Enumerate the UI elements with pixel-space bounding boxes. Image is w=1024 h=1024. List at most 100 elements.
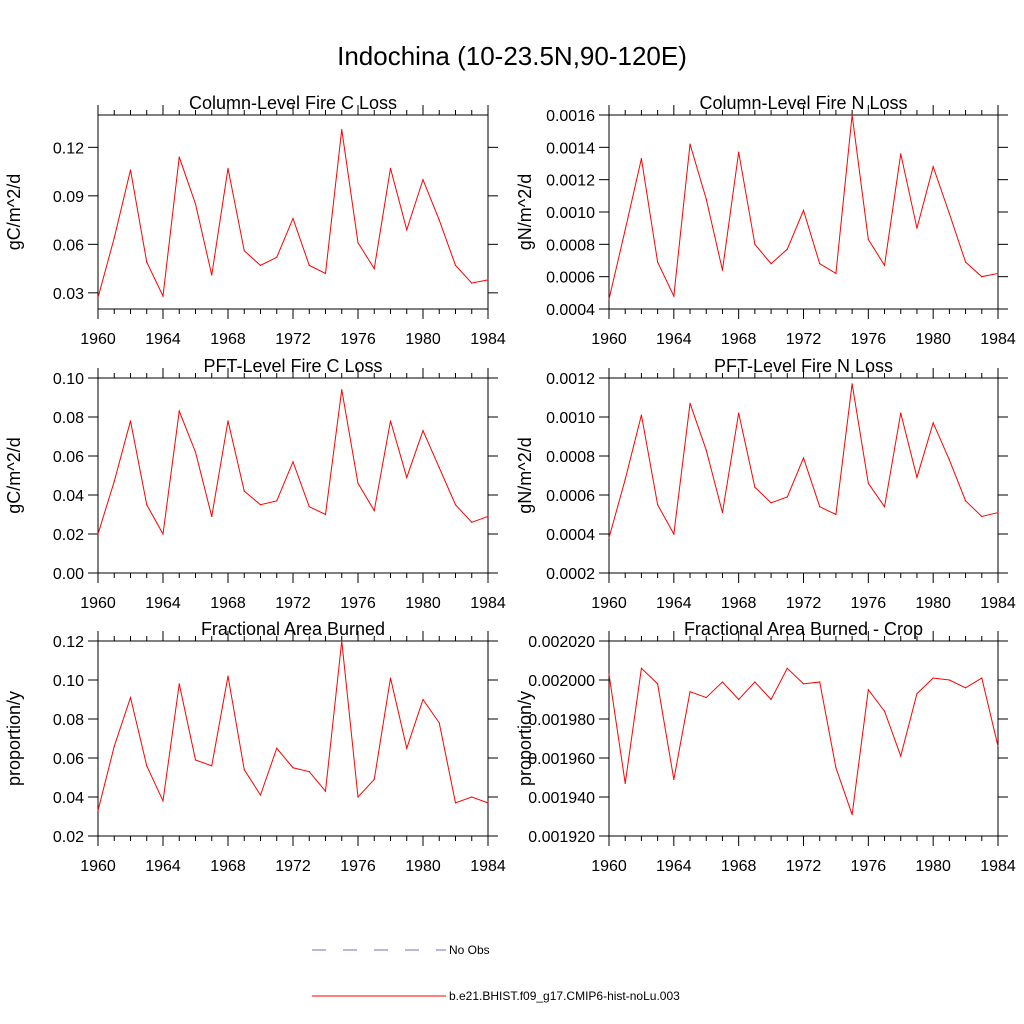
- y-tick-label: 0.002000: [528, 673, 595, 690]
- data-point: [211, 515, 213, 518]
- data-point: [835, 272, 837, 275]
- x-tick-label: 1968: [721, 331, 757, 348]
- legend: No Obs b.e21.BHIST.f09_g17.CMIP6-hist-noL…: [312, 943, 680, 1003]
- y-tick-label: 0.001960: [528, 751, 595, 768]
- x-tick-label: 1976: [851, 858, 887, 875]
- panel-title: PFT-Level Fire C Loss: [203, 356, 382, 376]
- y-tick-label: 0.10: [53, 673, 84, 690]
- data-point: [341, 389, 343, 391]
- data-point: [721, 511, 724, 514]
- y-tick-label: 0.04: [53, 790, 84, 807]
- y-axis-label: gN/m^2/d: [515, 437, 535, 513]
- data-point: [738, 412, 740, 414]
- data-point: [624, 478, 626, 480]
- x-tick-label: 1964: [145, 331, 181, 348]
- data-point: [640, 414, 643, 416]
- data-point: [916, 476, 918, 479]
- data-point: [194, 203, 197, 205]
- x-tick-label: 1980: [915, 331, 951, 348]
- series-line: [97, 129, 489, 298]
- chart-panel: PFT-Level Fire C Loss gC/m^2/d 1960 1964 196…: [4, 356, 506, 612]
- data-point: [471, 282, 473, 284]
- data-point: [243, 490, 245, 492]
- data-point: [964, 500, 967, 502]
- x-tick-label: 1972: [275, 331, 311, 348]
- data-point: [981, 515, 983, 518]
- plot-frame: [608, 377, 999, 574]
- data-point: [754, 486, 756, 488]
- data-point: [640, 158, 643, 160]
- panel-title: Fractional Area Burned: [201, 619, 385, 639]
- data-point: [373, 510, 375, 512]
- y-tick-label: 0.06: [53, 751, 84, 768]
- data-point: [194, 759, 197, 761]
- legend-item: No Obs: [312, 943, 490, 957]
- y-tick-label: 0.0010: [546, 205, 595, 222]
- y-tick-label: 0.12: [53, 634, 84, 651]
- data-point: [454, 264, 457, 266]
- y-tick-label: 0.03: [53, 286, 84, 303]
- data-point: [341, 640, 343, 642]
- y-axis-label: proportion/y: [4, 691, 24, 786]
- data-point: [705, 696, 707, 699]
- y-axis-label: gC/m^2/d: [4, 437, 24, 513]
- data-point: [673, 295, 675, 297]
- data-point: [324, 790, 327, 792]
- data-point: [211, 765, 213, 767]
- data-point: [308, 506, 310, 508]
- data-point: [97, 810, 99, 812]
- data-point: [608, 298, 610, 300]
- data-point: [178, 683, 180, 685]
- data-point: [883, 264, 886, 266]
- data-point: [819, 681, 821, 683]
- data-point: [900, 412, 902, 414]
- data-point: [162, 800, 164, 802]
- data-point: [243, 250, 245, 252]
- panel-title: PFT-Level Fire N Loss: [714, 356, 893, 376]
- data-point: [835, 767, 837, 769]
- data-point: [259, 264, 262, 266]
- x-tick-label: 1960: [80, 595, 116, 612]
- data-point: [900, 153, 902, 155]
- data-point: [867, 238, 869, 241]
- y-tick-label: 0.08: [53, 712, 84, 729]
- data-point: [819, 263, 821, 265]
- x-tick-label: 1984: [980, 595, 1016, 612]
- y-tick-label: 0.0012: [546, 173, 595, 190]
- data-point: [487, 279, 489, 281]
- data-point: [113, 745, 115, 747]
- data-point: [113, 480, 115, 482]
- data-point: [721, 681, 724, 683]
- y-tick-label: 0.04: [53, 488, 84, 505]
- y-tick-label: 0.0002: [546, 566, 595, 583]
- x-tick-label: 1984: [470, 595, 506, 612]
- data-point: [608, 537, 610, 539]
- series-line: [608, 667, 999, 815]
- x-tick-label: 1968: [210, 595, 246, 612]
- x-tick-label: 1976: [340, 858, 376, 875]
- x-tick-label: 1964: [656, 331, 692, 348]
- data-point: [981, 276, 983, 278]
- data-point: [211, 274, 213, 276]
- data-point: [324, 272, 327, 275]
- y-tick-label: 0.0014: [546, 140, 595, 157]
- x-tick-label: 1980: [405, 858, 441, 875]
- data-point: [657, 261, 659, 263]
- plot-frame: [97, 114, 489, 310]
- data-point: [754, 681, 756, 683]
- data-point: [657, 683, 659, 685]
- data-point: [324, 513, 327, 516]
- data-point: [689, 691, 691, 693]
- data-point: [276, 500, 278, 502]
- y-tick-label: 0.12: [53, 140, 84, 157]
- data-point: [705, 198, 707, 200]
- data-point: [851, 383, 853, 385]
- data-point: [389, 420, 392, 422]
- x-tick-label: 1968: [721, 858, 757, 875]
- data-point: [146, 504, 148, 506]
- data-point: [292, 767, 294, 769]
- x-tick-label: 1980: [915, 858, 951, 875]
- data-point: [851, 813, 853, 816]
- data-point: [129, 420, 132, 422]
- chart-panel: PFT-Level Fire N Loss gN/m^2/d 1960 1964 196…: [515, 356, 1016, 612]
